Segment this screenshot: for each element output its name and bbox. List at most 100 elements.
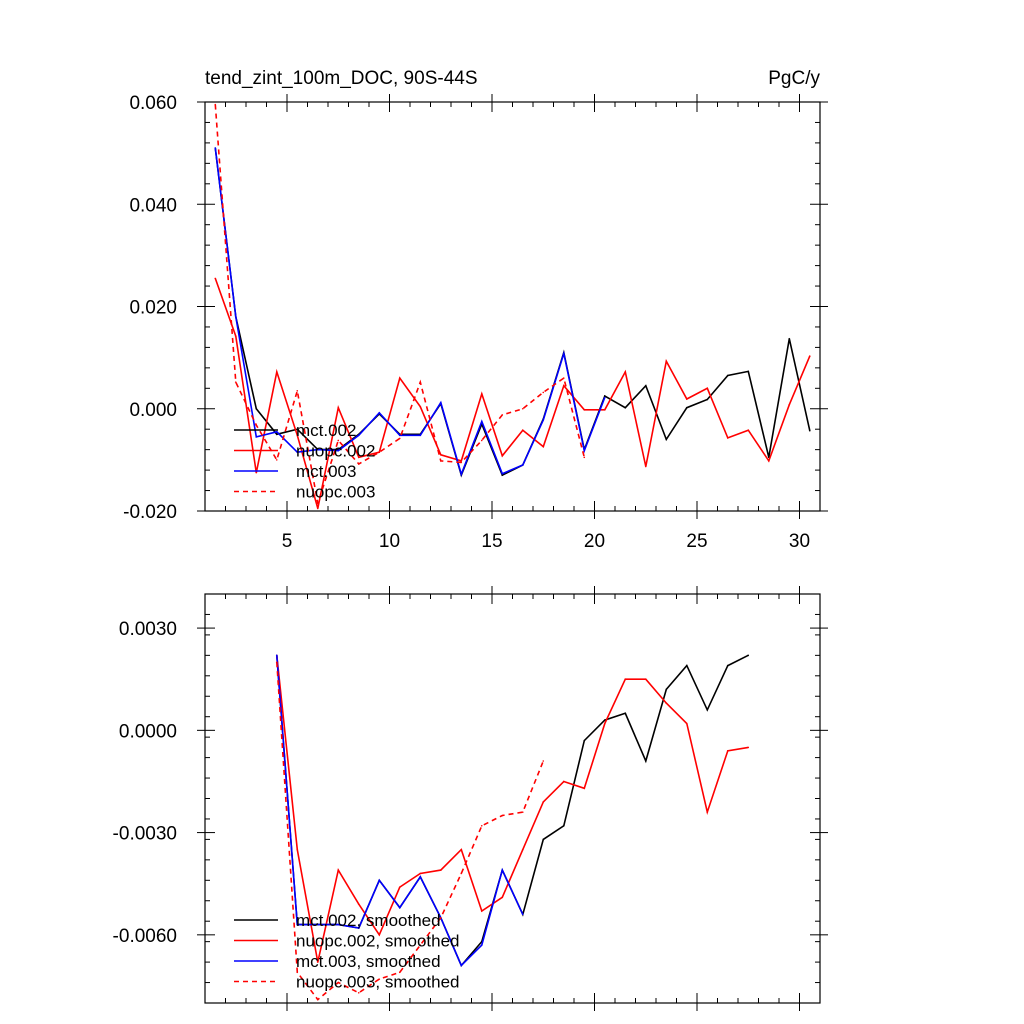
data-point-nuopc-002 <box>726 437 729 439</box>
data-point-nuopc-003-smoothed <box>439 916 442 919</box>
data-point-nuopc-002 <box>255 471 258 474</box>
data-point-nuopc-003 <box>419 381 422 383</box>
data-point-nuopc-003-smoothed <box>501 814 504 817</box>
data-point-nuopc-002-smoothed <box>583 787 586 790</box>
data-point-nuopc-003 <box>234 381 237 383</box>
data-point-mct-003-smoothed <box>521 913 524 916</box>
data-point-mct-002-smoothed <box>562 824 565 827</box>
y-tick-label: 0.000 <box>129 400 177 421</box>
data-point-nuopc-003-smoothed <box>357 991 360 994</box>
y-tick-label: 0.020 <box>129 298 177 319</box>
data-point-nuopc-003-smoothed <box>521 811 524 813</box>
data-point-nuopc-002-smoothed <box>378 934 381 936</box>
data-point-nuopc-002-smoothed <box>439 869 442 871</box>
data-point-mct-003 <box>583 449 586 452</box>
data-point-mct-002-smoothed <box>603 719 606 721</box>
data-point-nuopc-003 <box>316 502 319 505</box>
data-point-nuopc-002 <box>480 393 483 395</box>
data-point-mct-002 <box>624 406 627 409</box>
data-point-mct-002-smoothed <box>624 712 627 715</box>
data-point-nuopc-002 <box>685 398 688 400</box>
data-point-mct-002 <box>275 433 278 436</box>
data-point-nuopc-003 <box>275 459 278 461</box>
data-point-mct-003 <box>603 396 606 399</box>
data-point-nuopc-002-smoothed <box>501 896 504 899</box>
data-point-mct-002-smoothed <box>706 709 709 711</box>
data-point-nuopc-003-smoothed <box>419 944 422 946</box>
data-point-nuopc-003 <box>562 377 565 379</box>
data-point-nuopc-003 <box>480 439 483 442</box>
data-point-mct-002 <box>644 384 647 387</box>
data-point-mct-003-smoothed <box>460 964 463 967</box>
data-point-mct-003-smoothed <box>480 944 483 946</box>
data-point-mct-002 <box>603 395 606 397</box>
data-point-mct-002-smoothed <box>542 838 545 841</box>
data-point-mct-002-smoothed <box>726 664 729 667</box>
data-point-nuopc-002 <box>767 460 770 462</box>
data-point-nuopc-002 <box>460 460 463 462</box>
data-point-mct-002-smoothed <box>583 739 586 742</box>
data-point-nuopc-003 <box>337 439 340 442</box>
legend-label: mct.002 <box>296 421 356 440</box>
data-point-mct-002-smoothed <box>747 654 750 657</box>
data-point-nuopc-002-smoothed <box>747 746 750 749</box>
data-point-mct-003 <box>521 464 524 466</box>
data-point-nuopc-003-smoothed <box>460 872 463 875</box>
data-point-mct-003 <box>255 436 258 438</box>
plot-frame <box>204 593 821 1004</box>
data-point-nuopc-002-smoothed <box>624 678 627 681</box>
series-line-nuopc-002 <box>214 278 811 509</box>
data-point-mct-002-smoothed <box>685 664 688 667</box>
bottom-panel: -0.0060 -0.0030 0.0000 0.0030 mct.002, smoo… <box>113 586 828 1011</box>
data-point-nuopc-002 <box>419 405 422 408</box>
data-point-nuopc-003 <box>214 103 217 106</box>
data-point-mct-003 <box>398 434 401 437</box>
data-point-mct-002 <box>685 406 688 409</box>
data-point-nuopc-002 <box>357 456 360 459</box>
data-point-nuopc-002 <box>583 408 586 411</box>
data-point-mct-002 <box>665 438 668 441</box>
data-point-nuopc-002 <box>644 465 647 468</box>
data-point-mct-003 <box>439 401 442 404</box>
legend: mct.002, smoothed nuopc.002, smoothedmct.… <box>234 911 460 992</box>
legend-label: nuopc.002 <box>296 442 375 461</box>
data-point-nuopc-002 <box>439 453 442 456</box>
data-point-mct-003 <box>542 419 545 421</box>
data-point-nuopc-002 <box>316 507 319 510</box>
data-point-nuopc-002-smoothed <box>665 702 668 704</box>
series-line-nuopc-002-smoothed <box>276 655 749 963</box>
data-point-mct-002 <box>255 407 258 410</box>
series-line-mct-003 <box>214 147 606 477</box>
data-point-mct-003 <box>234 315 237 318</box>
data-point-mct-003 <box>316 448 319 451</box>
data-point-nuopc-002 <box>624 371 627 373</box>
data-point-nuopc-002 <box>337 406 340 409</box>
data-point-nuopc-002 <box>788 403 791 406</box>
data-point-nuopc-003-smoothed <box>378 978 381 980</box>
data-point-mct-003-smoothed <box>296 923 299 926</box>
data-point-nuopc-002 <box>747 429 750 432</box>
plot-frame <box>204 101 821 512</box>
data-point-mct-002 <box>747 370 750 373</box>
data-point-mct-002 <box>808 429 811 432</box>
data-point-mct-002 <box>706 398 709 401</box>
data-point-nuopc-003 <box>501 414 504 416</box>
data-point-nuopc-002-smoothed <box>603 722 606 725</box>
data-point-mct-003 <box>419 434 422 437</box>
y-tick-label: 0.0030 <box>119 619 177 640</box>
data-point-mct-002-smoothed <box>665 688 668 691</box>
data-point-mct-003 <box>378 412 381 414</box>
data-point-nuopc-002-smoothed <box>521 848 524 851</box>
legend-label: nuopc.003, smoothed <box>296 973 460 992</box>
x-tick-label: 5 <box>282 531 293 552</box>
data-point-nuopc-003 <box>398 437 401 440</box>
x-tick-label: 20 <box>584 531 605 552</box>
data-point-mct-003-smoothed <box>398 906 401 909</box>
data-point-nuopc-003 <box>255 424 258 426</box>
data-point-mct-002 <box>788 337 791 340</box>
data-point-nuopc-002-smoothed <box>296 848 299 851</box>
data-point-nuopc-002-smoothed <box>480 910 483 912</box>
data-point-nuopc-003 <box>296 390 299 392</box>
data-point-mct-002-smoothed <box>644 760 647 762</box>
data-point-nuopc-003-smoothed <box>337 981 340 984</box>
